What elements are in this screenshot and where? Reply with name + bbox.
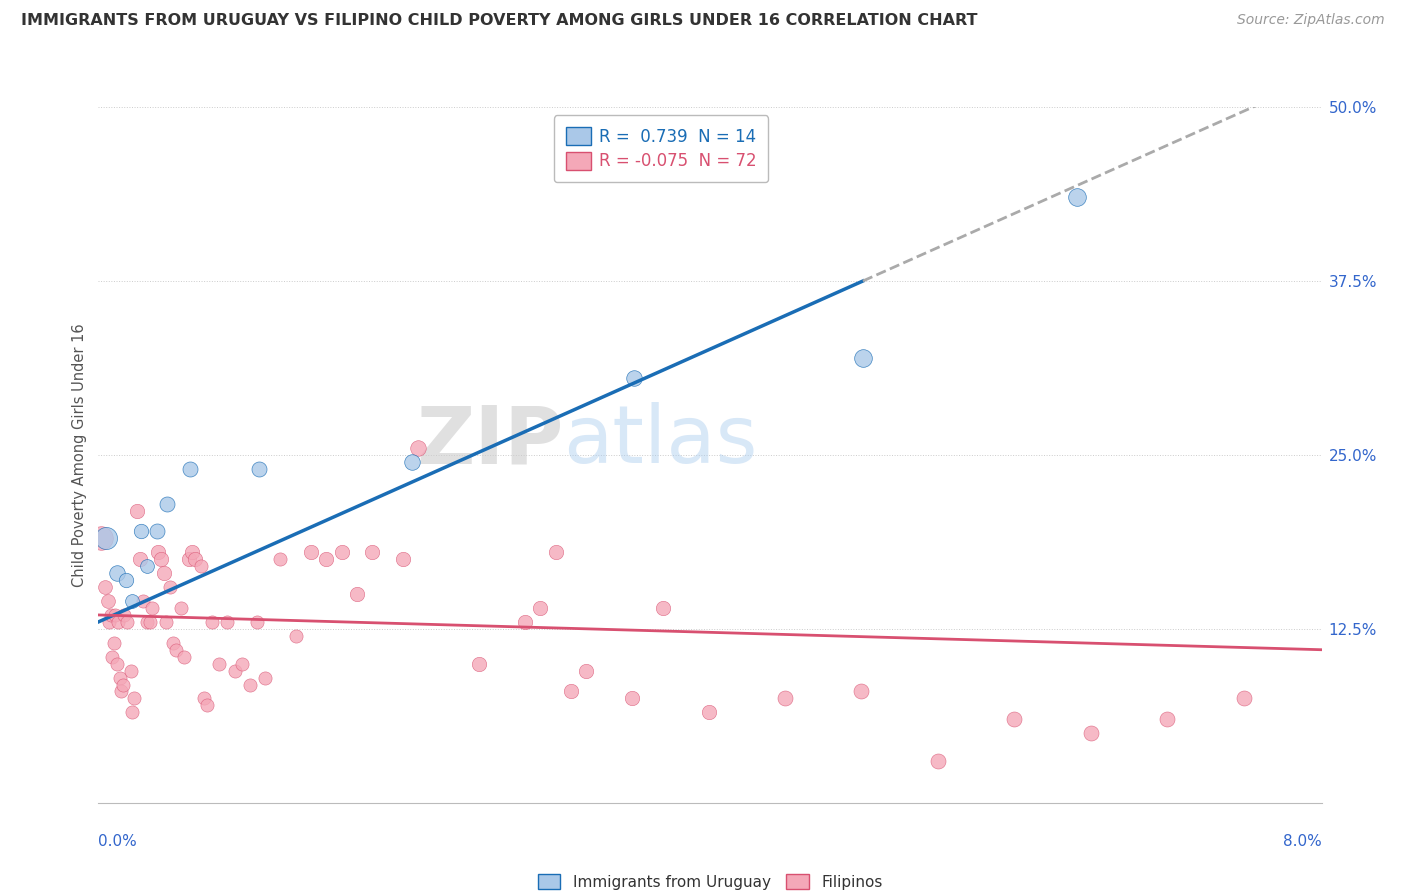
- Point: [121, 706, 143, 720]
- Point: [121, 594, 143, 608]
- Point: [927, 754, 949, 768]
- Point: [406, 441, 429, 455]
- Point: [246, 615, 269, 629]
- Point: [93, 580, 115, 594]
- Point: [621, 691, 644, 706]
- Point: [146, 545, 169, 559]
- Point: [200, 615, 222, 629]
- Point: [159, 580, 181, 594]
- Point: [529, 601, 551, 615]
- Text: ZIP: ZIP: [416, 402, 564, 480]
- Point: [170, 601, 193, 615]
- Point: [193, 691, 215, 706]
- Point: [1066, 190, 1088, 204]
- Point: [215, 615, 238, 629]
- Point: [162, 636, 184, 650]
- Point: [107, 615, 129, 629]
- Point: [269, 552, 291, 566]
- Point: [208, 657, 231, 671]
- Point: [224, 664, 246, 678]
- Point: [544, 545, 567, 559]
- Point: [128, 552, 150, 566]
- Point: [1080, 726, 1102, 740]
- Point: [156, 497, 179, 511]
- Point: [136, 559, 159, 574]
- Point: [97, 594, 120, 608]
- Point: [150, 552, 173, 566]
- Point: [101, 649, 124, 664]
- Point: [299, 545, 322, 559]
- Point: [105, 566, 128, 581]
- Point: [179, 462, 201, 476]
- Text: IMMIGRANTS FROM URUGUAY VS FILIPINO CHILD POVERTY AMONG GIRLS UNDER 16 CORRELATI: IMMIGRANTS FROM URUGUAY VS FILIPINO CHIL…: [21, 13, 977, 29]
- Point: [284, 629, 307, 643]
- Point: [513, 615, 536, 629]
- Point: [153, 566, 176, 581]
- Text: Source: ZipAtlas.com: Source: ZipAtlas.com: [1237, 13, 1385, 28]
- Point: [575, 664, 598, 678]
- Point: [155, 615, 177, 629]
- Point: [139, 615, 162, 629]
- Point: [105, 657, 128, 671]
- Point: [401, 455, 423, 469]
- Point: [111, 677, 134, 691]
- Point: [697, 706, 720, 720]
- Point: [623, 371, 645, 385]
- Point: [180, 545, 202, 559]
- Point: [165, 642, 187, 657]
- Y-axis label: Child Poverty Among Girls Under 16: Child Poverty Among Girls Under 16: [72, 323, 87, 587]
- Point: [120, 664, 142, 678]
- Point: [330, 545, 353, 559]
- Point: [90, 532, 112, 546]
- Point: [125, 503, 148, 517]
- Point: [361, 545, 384, 559]
- Point: [173, 649, 195, 664]
- Point: [651, 601, 673, 615]
- Point: [195, 698, 218, 713]
- Point: [346, 587, 368, 601]
- Text: 0.0%: 0.0%: [98, 834, 138, 849]
- Point: [98, 615, 121, 629]
- Point: [852, 351, 875, 365]
- Point: [1156, 712, 1178, 726]
- Point: [1233, 691, 1256, 706]
- Text: 8.0%: 8.0%: [1282, 834, 1322, 849]
- Point: [177, 552, 200, 566]
- Point: [110, 684, 132, 698]
- Point: [115, 573, 138, 587]
- Point: [103, 636, 125, 650]
- Text: atlas: atlas: [564, 402, 758, 480]
- Point: [122, 691, 145, 706]
- Point: [117, 615, 139, 629]
- Point: [94, 532, 117, 546]
- Point: [141, 601, 163, 615]
- Point: [184, 552, 207, 566]
- Point: [112, 607, 135, 622]
- Point: [254, 671, 277, 685]
- Point: [108, 671, 131, 685]
- Legend: Immigrants from Uruguay, Filipinos: Immigrants from Uruguay, Filipinos: [530, 866, 890, 892]
- Point: [1002, 712, 1025, 726]
- Point: [247, 462, 270, 476]
- Point: [145, 524, 167, 539]
- Point: [132, 594, 155, 608]
- Point: [851, 684, 873, 698]
- Point: [468, 657, 491, 671]
- Point: [231, 657, 253, 671]
- Point: [773, 691, 796, 706]
- Point: [391, 552, 413, 566]
- Point: [100, 607, 122, 622]
- Point: [129, 524, 152, 539]
- Point: [136, 615, 159, 629]
- Point: [239, 677, 262, 691]
- Point: [104, 607, 127, 622]
- Point: [560, 684, 582, 698]
- Point: [315, 552, 337, 566]
- Point: [190, 559, 212, 574]
